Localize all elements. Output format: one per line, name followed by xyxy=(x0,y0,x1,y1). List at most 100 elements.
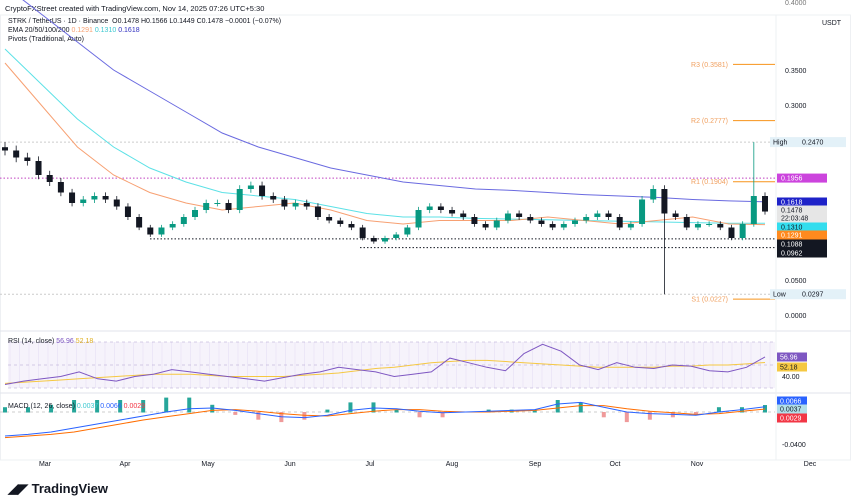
candle-body xyxy=(236,189,243,210)
macd-histogram-bar xyxy=(210,404,215,413)
pivot-label: R3 (0.3581) xyxy=(691,62,728,69)
x-tick-label: Jun xyxy=(284,461,295,468)
candle-body xyxy=(683,217,690,228)
ohlc-values: O0.1478 H0.1566 L0.1449 C0.1478 −0.0001 … xyxy=(112,18,282,25)
macd-histogram-bar xyxy=(141,400,146,413)
candle-body xyxy=(2,147,8,151)
rsi-line xyxy=(4,343,766,386)
macd-histogram-bar xyxy=(49,404,54,413)
rsi-badge: 52.18 xyxy=(780,365,798,372)
candle-body xyxy=(650,189,657,200)
axis-badge-bg xyxy=(777,248,827,258)
candle-body xyxy=(180,217,187,224)
candle-body xyxy=(314,206,321,217)
candle-body xyxy=(281,199,288,207)
ema50-value: 0.1291 xyxy=(71,27,93,34)
candle-body xyxy=(192,210,198,217)
candle-body xyxy=(337,220,344,224)
candle-body xyxy=(35,161,42,175)
candle-body xyxy=(694,224,701,228)
candle-body xyxy=(460,213,467,217)
macd-badge-bg xyxy=(777,404,807,414)
price-label-low: Low xyxy=(773,292,787,299)
y-tick-label: 0.0500 xyxy=(785,278,807,285)
macd-title[interactable]: MACD (12, 26, close) xyxy=(8,403,75,410)
candle-body xyxy=(560,224,567,228)
macd-histogram-bar xyxy=(763,405,767,413)
macd-badge-bg xyxy=(777,396,807,406)
x-tick-label: Oct xyxy=(610,461,621,468)
axis-badge: 0.1310 xyxy=(781,225,803,232)
candle-body xyxy=(203,203,210,210)
candle-body xyxy=(605,213,612,217)
candle-body xyxy=(415,210,422,228)
axis-badge: 22:03:48 xyxy=(781,216,808,223)
macd-histogram-bar xyxy=(118,400,123,413)
macd-histogram-bar xyxy=(417,412,422,418)
price-badge-bg xyxy=(798,137,846,148)
rsi-badge: 56.96 xyxy=(780,355,798,362)
symbol-info: STRK / TetherUS · 1D · Binance O0.1478 H… xyxy=(8,18,281,25)
candle-body xyxy=(594,213,601,217)
axis-badge: 0.1618 xyxy=(781,200,803,207)
pivot-label: S1 (0.0227) xyxy=(691,297,728,304)
tradingview-logo[interactable]: ◢◤ TradingView xyxy=(8,481,108,496)
rsi-tick-label: 40.00 xyxy=(782,374,800,381)
rsi-badge-bg xyxy=(777,362,807,372)
ema200-line xyxy=(22,0,766,203)
macd-legend: MACD (12, 26, close) 0.0037 0.0066 0.002… xyxy=(8,403,145,410)
axis-badge-bg xyxy=(777,230,827,240)
price-label-high: High xyxy=(773,140,788,147)
rsi-value: 56.96 xyxy=(56,338,74,345)
x-tick-label: Sep xyxy=(529,461,542,468)
candle-body xyxy=(627,224,634,228)
price-badge: 0.2470 xyxy=(802,140,824,147)
signal-value: 0.0029 xyxy=(123,403,146,410)
brand-name: TradingView xyxy=(31,481,108,496)
candle-body xyxy=(292,203,299,207)
macd-histogram-bar xyxy=(578,402,583,413)
macd-badge: 0.0029 xyxy=(780,416,802,423)
candle-body xyxy=(124,206,131,217)
macd-histogram-bar xyxy=(716,407,721,413)
macd-histogram-bar xyxy=(256,412,261,420)
price-label-bg xyxy=(770,137,798,148)
x-tick-label: May xyxy=(201,461,215,468)
rsi-ma-value: 52.18 xyxy=(75,338,94,345)
macd-histogram-bar xyxy=(233,412,238,415)
candle-body xyxy=(259,185,266,196)
candle-body xyxy=(136,217,143,228)
candle-body xyxy=(672,213,679,217)
macd-histogram-bar xyxy=(693,412,698,415)
candle-body xyxy=(370,238,377,242)
macd-hist-value: 0.0037 xyxy=(76,403,99,410)
candle-body xyxy=(214,203,221,204)
candle-body xyxy=(225,203,232,210)
ema100-line xyxy=(4,48,765,224)
rsi-title[interactable]: RSI (14, close) xyxy=(8,338,55,345)
price-badge: 0.0297 xyxy=(802,292,824,299)
axis-badge-bg xyxy=(777,239,827,249)
axis-badge-bg xyxy=(777,222,827,232)
candle-body xyxy=(24,157,31,161)
x-tick-label: Jul xyxy=(366,461,375,468)
candle-body xyxy=(382,238,388,242)
candle-body xyxy=(739,224,746,238)
candle-body xyxy=(527,217,534,221)
candle-body xyxy=(393,234,400,238)
y-tick-label: 0.3500 xyxy=(785,68,807,75)
axis-badge-bg xyxy=(777,197,827,207)
candle-body xyxy=(69,192,76,203)
macd-histogram-bar xyxy=(302,412,307,420)
symbol[interactable]: STRK / TetherUS · 1D · Binance xyxy=(8,18,109,25)
candle-body xyxy=(147,227,154,235)
ema-label[interactable]: EMA 20/50/100/200 xyxy=(8,27,70,34)
x-tick-label: Aug xyxy=(446,461,459,468)
candle-body xyxy=(13,150,20,158)
pivots-legend[interactable]: Pivots (Traditional, Auto) xyxy=(8,36,84,43)
macd-histogram-bar xyxy=(532,409,537,413)
price-label-bg xyxy=(770,289,798,300)
candle-body xyxy=(80,199,87,203)
candle-body xyxy=(516,213,523,217)
